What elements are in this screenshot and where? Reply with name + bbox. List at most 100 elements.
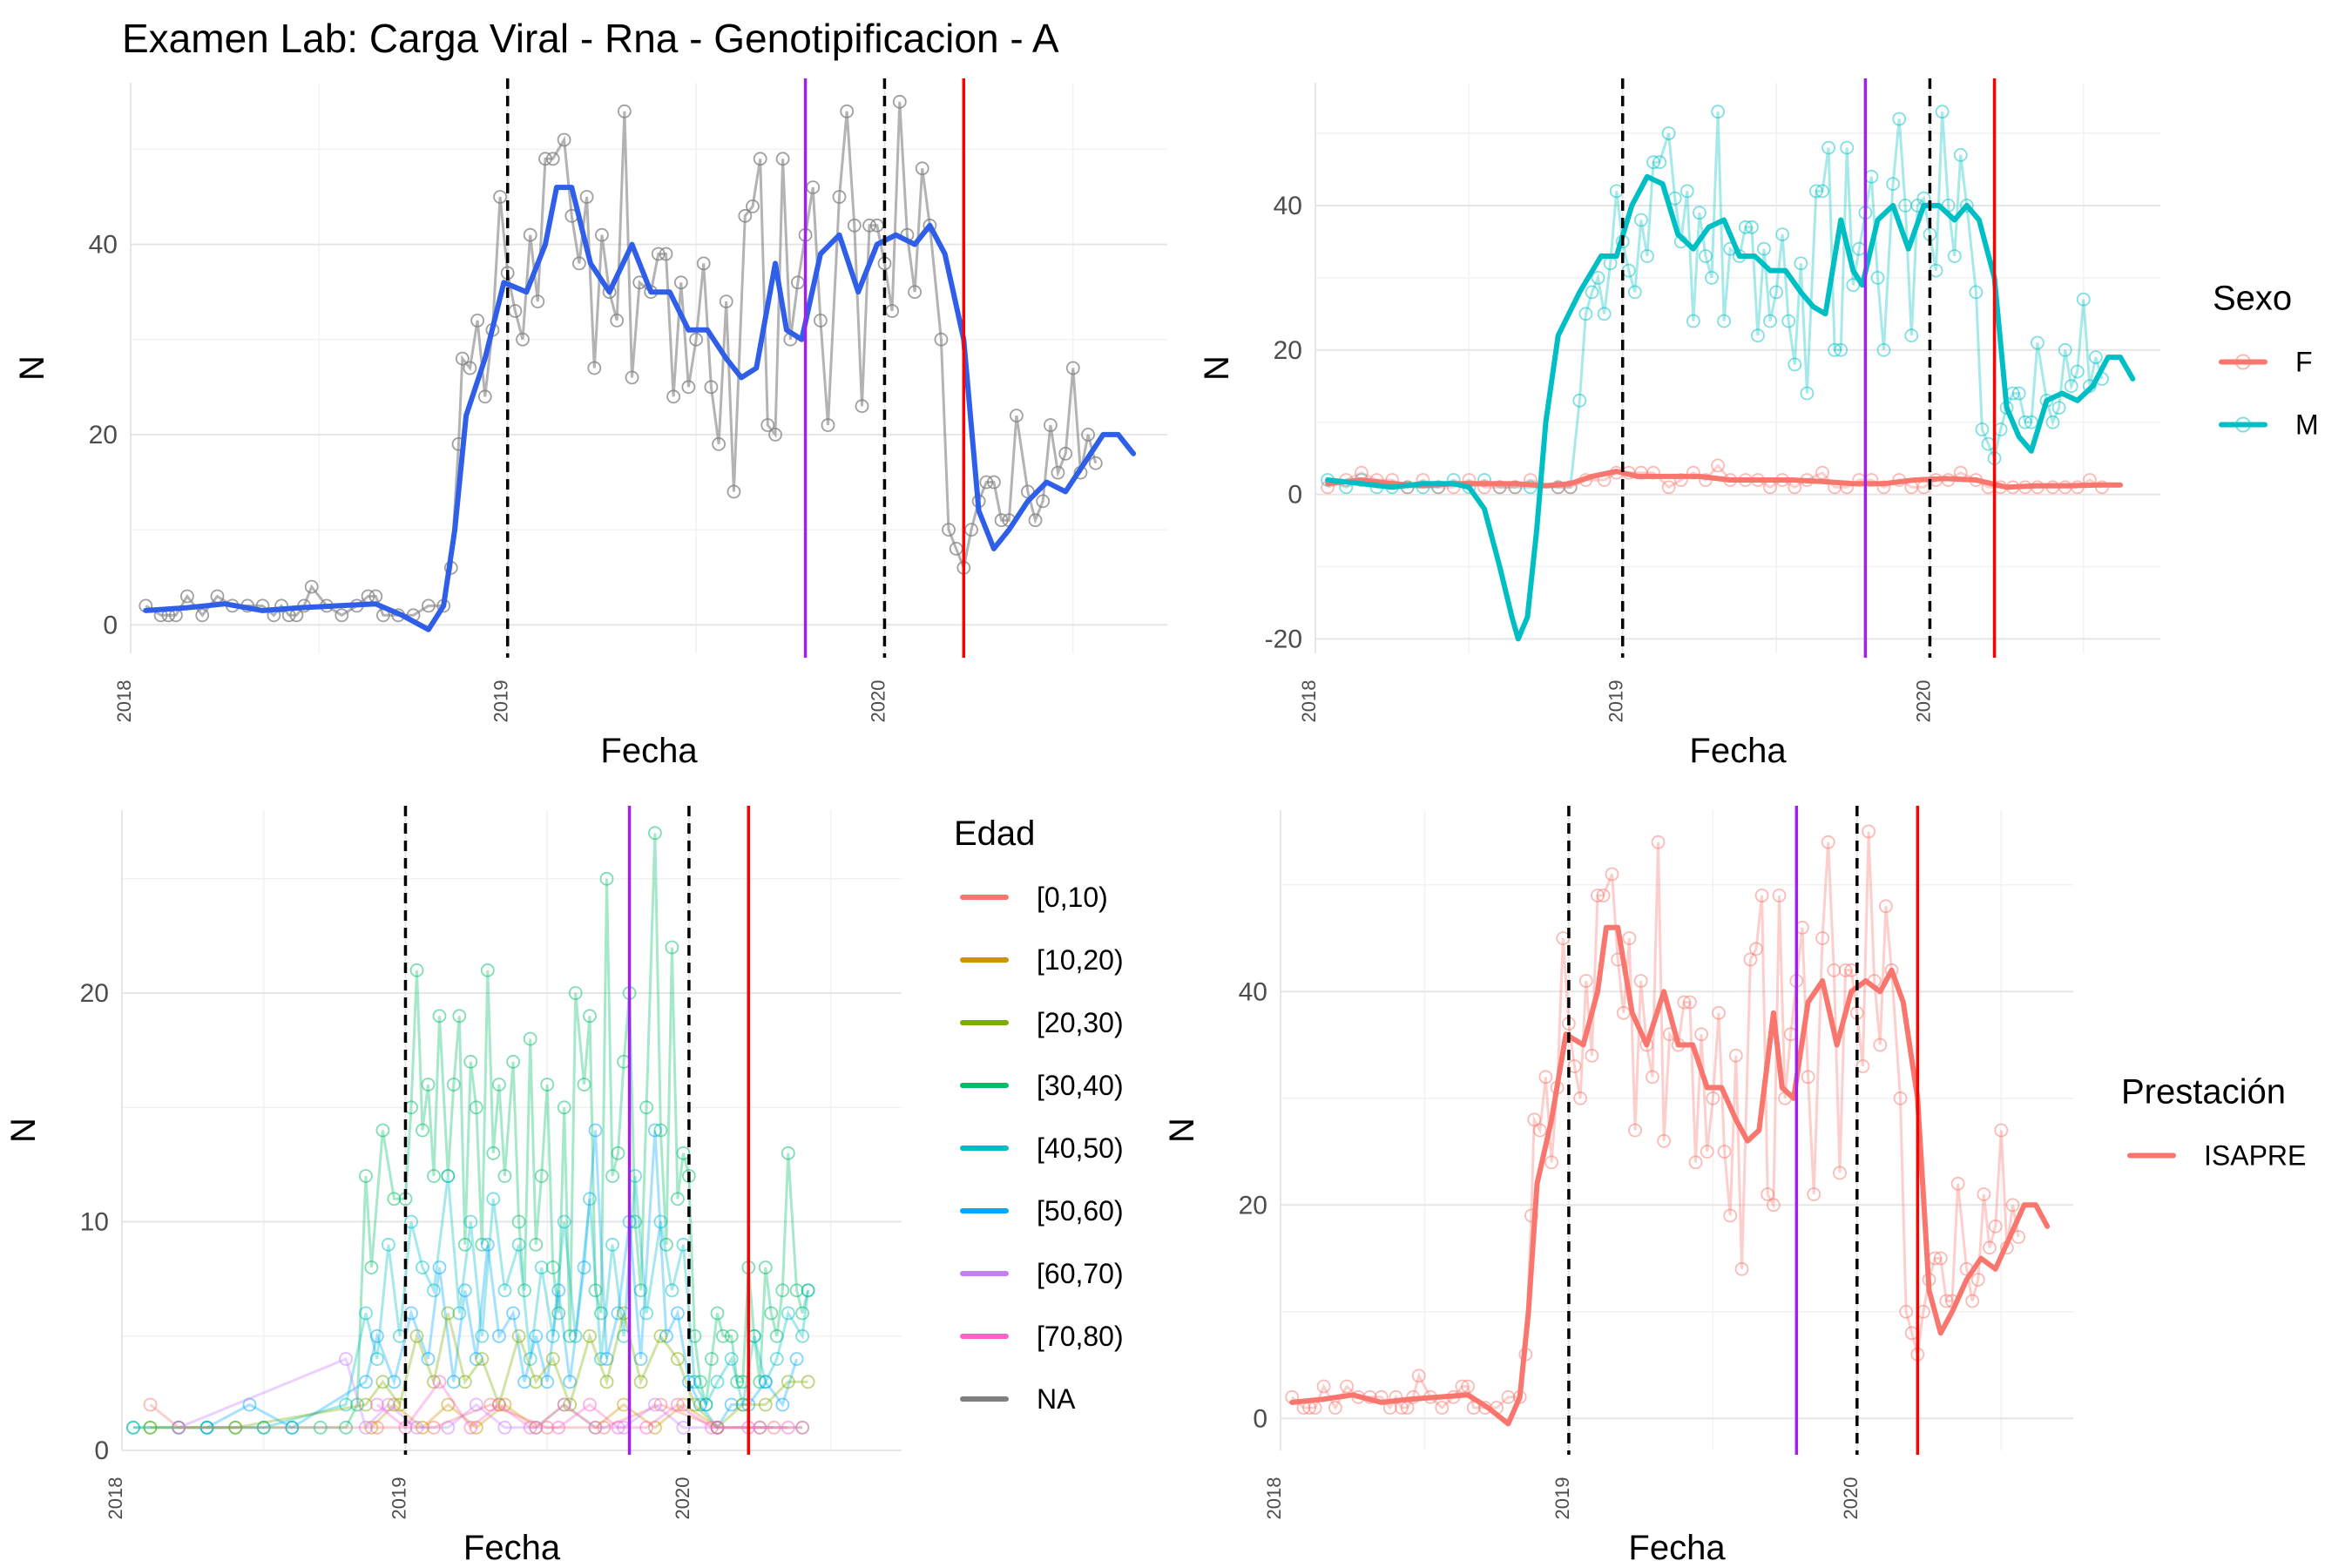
data-point xyxy=(463,1214,478,1229)
data-point xyxy=(1622,931,1637,945)
legend-label: [10,20) xyxy=(1037,944,1124,976)
data-point xyxy=(724,1352,739,1366)
data-point xyxy=(446,1078,461,1092)
data-point xyxy=(1886,177,1901,192)
data-point xyxy=(1953,147,1968,162)
data-point xyxy=(671,1397,685,1412)
x-tick-label: 2019 xyxy=(1605,680,1627,723)
x-tick-label: 2020 xyxy=(867,680,889,723)
data-point xyxy=(579,190,594,204)
data-point xyxy=(457,1237,472,1252)
data-point xyxy=(724,1328,739,1343)
series-line xyxy=(370,1402,803,1429)
data-point xyxy=(339,1397,354,1412)
data-point xyxy=(1316,1379,1331,1394)
data-point xyxy=(855,399,869,414)
series-[40,50) xyxy=(126,1169,815,1435)
data-point xyxy=(923,218,937,233)
data-point xyxy=(724,1397,739,1412)
data-point xyxy=(639,1306,653,1321)
data-point xyxy=(421,598,436,613)
data-point xyxy=(795,1328,809,1343)
data-point xyxy=(1965,1294,1980,1308)
data-point xyxy=(1694,1027,1708,1042)
data-point xyxy=(1596,889,1611,902)
data-point xyxy=(653,1214,668,1229)
data-point xyxy=(551,1306,566,1321)
y-tick-label: -20 xyxy=(1265,625,1302,653)
data-point xyxy=(446,1375,461,1389)
data-point xyxy=(1652,155,1666,170)
data-point xyxy=(795,1306,809,1321)
data-point xyxy=(665,940,679,955)
data-point xyxy=(358,1375,373,1389)
legend-label: [40,50) xyxy=(1037,1132,1124,1164)
legend-label: ISAPRE xyxy=(2204,1140,2306,1172)
y-tick-label: 0 xyxy=(103,611,118,639)
data-point xyxy=(143,1397,158,1412)
data-point xyxy=(648,1420,662,1435)
data-point xyxy=(775,1283,790,1298)
smooth-line xyxy=(143,185,1137,632)
data-point xyxy=(475,1352,490,1366)
data-point xyxy=(1628,1123,1642,1138)
data-point xyxy=(610,313,625,328)
data-point xyxy=(486,1146,501,1160)
x-tick-label: 2020 xyxy=(1912,680,1934,723)
data-point xyxy=(719,294,733,309)
data-point xyxy=(673,275,688,290)
data-point xyxy=(421,1078,436,1092)
data-point xyxy=(480,963,495,977)
data-point xyxy=(2011,386,2026,401)
data-point xyxy=(517,1283,531,1298)
data-point xyxy=(568,1328,583,1343)
smooth-line xyxy=(1325,469,2124,490)
data-point xyxy=(1939,1294,1954,1308)
data-point xyxy=(599,871,614,886)
data-point xyxy=(416,1123,429,1138)
data-point xyxy=(432,1260,447,1274)
data-point xyxy=(551,1420,566,1435)
data-point xyxy=(457,1283,472,1298)
data-point xyxy=(516,332,530,347)
data-point xyxy=(492,1078,506,1092)
data-point xyxy=(538,152,552,166)
data-point xyxy=(441,1420,456,1435)
data-point xyxy=(480,1237,495,1252)
data-point xyxy=(463,361,477,375)
data-point xyxy=(1878,899,1893,914)
data-point xyxy=(1680,184,1694,199)
data-point xyxy=(1855,1059,1870,1073)
data-point xyxy=(1328,1401,1342,1415)
data-point xyxy=(979,475,994,490)
data-point xyxy=(648,826,662,841)
y-tick-label: 20 xyxy=(1274,336,1302,365)
data-point xyxy=(427,1283,441,1298)
data-point xyxy=(659,247,673,261)
data-point xyxy=(705,1420,719,1435)
data-point xyxy=(523,1420,537,1435)
series-line xyxy=(133,833,810,1429)
data-point xyxy=(693,1375,707,1389)
data-point xyxy=(463,1420,478,1435)
data-point xyxy=(486,1192,501,1206)
data-point xyxy=(1959,198,1974,213)
data-point xyxy=(862,218,876,233)
x-axis-title: Fecha xyxy=(463,1529,561,1567)
data-point xyxy=(432,1375,447,1389)
data-point xyxy=(469,1352,483,1366)
data-point xyxy=(1723,1208,1738,1223)
legend-label: [0,10) xyxy=(1037,882,1108,913)
legend-key-point xyxy=(2235,354,2251,370)
figure-title: Examen Lab: Carga Viral - Rna - Genotipi… xyxy=(122,16,1059,61)
data-point xyxy=(577,1260,591,1274)
data-point xyxy=(1591,889,1605,902)
data-point xyxy=(934,332,949,347)
series-M xyxy=(1321,105,2109,495)
data-point xyxy=(639,1420,653,1435)
data-point xyxy=(1749,942,1763,956)
data-point xyxy=(705,1352,719,1366)
data-point xyxy=(1969,285,1984,300)
data-point xyxy=(404,1214,418,1229)
data-point xyxy=(587,361,602,375)
